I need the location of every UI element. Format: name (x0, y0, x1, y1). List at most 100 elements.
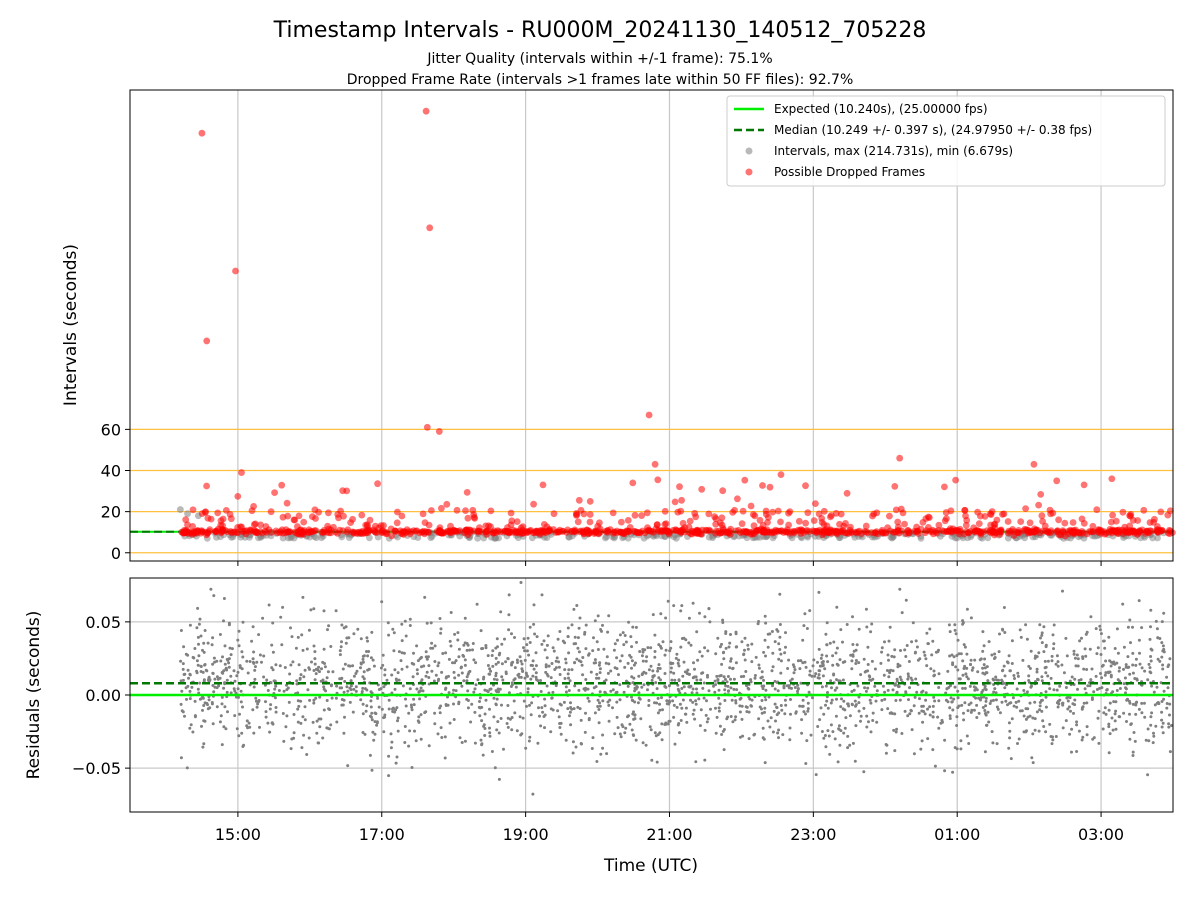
residual-point (666, 599, 670, 603)
residual-point (1138, 651, 1141, 655)
interval-point (528, 534, 536, 542)
residual-point (965, 734, 969, 738)
residual-point (525, 704, 528, 708)
residual-point (369, 699, 373, 703)
residual-point (484, 644, 488, 647)
dropped-point (769, 508, 777, 516)
residual-point (557, 660, 561, 664)
residual-point (726, 689, 730, 693)
residual-point (1012, 704, 1016, 708)
residual-point (992, 690, 996, 694)
residual-point (595, 672, 599, 676)
reference-lines (130, 428, 1173, 554)
dropped-point (271, 489, 278, 496)
dropped-point (284, 512, 292, 520)
residual-point (321, 736, 325, 740)
dropped-point (1109, 511, 1116, 519)
residual-point (691, 601, 695, 605)
residual-point (577, 650, 581, 654)
residual-point (1150, 684, 1154, 688)
residual-point (691, 687, 695, 691)
residual-point (644, 743, 648, 747)
residual-point (219, 659, 223, 663)
residual-point (271, 668, 275, 672)
residual-point (695, 687, 698, 691)
residual-point (1094, 627, 1098, 631)
residual-point (504, 672, 508, 676)
residual-point (895, 690, 899, 694)
residual-point (261, 616, 265, 620)
residual-point (857, 709, 861, 713)
residual-point (1161, 667, 1165, 671)
residual-point (564, 661, 568, 665)
residual-point (581, 673, 585, 677)
residual-point (1044, 730, 1048, 734)
residual-point (655, 687, 659, 691)
residual-point (899, 678, 903, 682)
residual-point (241, 620, 245, 624)
residual-point (1095, 652, 1099, 656)
residual-point (567, 651, 571, 655)
residual-point (740, 717, 744, 721)
dropped-point (718, 514, 726, 522)
residual-point (953, 623, 957, 627)
dropped-point (698, 485, 706, 493)
residual-point (339, 677, 343, 681)
residual-point (948, 654, 952, 658)
residual-point (416, 672, 419, 676)
residual-point (1101, 663, 1105, 667)
residual-point (373, 711, 377, 715)
residual-point (850, 690, 854, 693)
dropped-point (1053, 477, 1061, 485)
residual-point (583, 730, 587, 734)
residual-point (362, 677, 366, 681)
residual-point (829, 723, 833, 727)
residual-point (1070, 675, 1074, 679)
residual-point (993, 657, 996, 660)
residual-point (680, 604, 684, 608)
residual-point (967, 742, 971, 745)
residual-point (240, 650, 244, 654)
residual-point (771, 651, 775, 655)
residual-point (1048, 687, 1052, 691)
dropped-outlier-point (423, 423, 431, 431)
residual-point (984, 688, 988, 692)
residual-point (518, 655, 522, 659)
intervals-x-ticks (237, 561, 1102, 566)
residual-point (197, 622, 201, 626)
residual-point (793, 668, 797, 672)
residual-point (1009, 757, 1013, 761)
residual-point (829, 679, 833, 683)
residual-point (408, 624, 412, 627)
residual-point (899, 649, 902, 652)
residual-point (282, 689, 286, 693)
residual-point (506, 657, 510, 661)
residual-point (983, 657, 987, 661)
residual-point (510, 681, 514, 685)
residual-point (400, 622, 404, 626)
residual-point (626, 684, 630, 688)
residual-point (215, 675, 219, 679)
dropped-point (905, 529, 913, 536)
residual-point (497, 731, 501, 735)
residual-point (186, 668, 190, 672)
residual-point (1010, 639, 1014, 643)
residual-point (592, 636, 595, 640)
residual-point (591, 736, 595, 740)
residual-point (818, 718, 822, 722)
residual-point (367, 650, 371, 653)
residual-point (1112, 700, 1116, 704)
residual-point (400, 651, 404, 655)
interval-point (474, 534, 481, 542)
residual-point (813, 674, 817, 678)
residual-point (649, 646, 653, 650)
residual-point (777, 657, 781, 661)
residual-point (1100, 676, 1104, 680)
interval-point (184, 510, 191, 518)
residual-point (673, 742, 677, 746)
residual-point (838, 743, 842, 747)
residual-point (497, 777, 501, 781)
residual-point (753, 676, 757, 680)
residual-point (540, 706, 544, 710)
residual-point (1166, 686, 1170, 690)
